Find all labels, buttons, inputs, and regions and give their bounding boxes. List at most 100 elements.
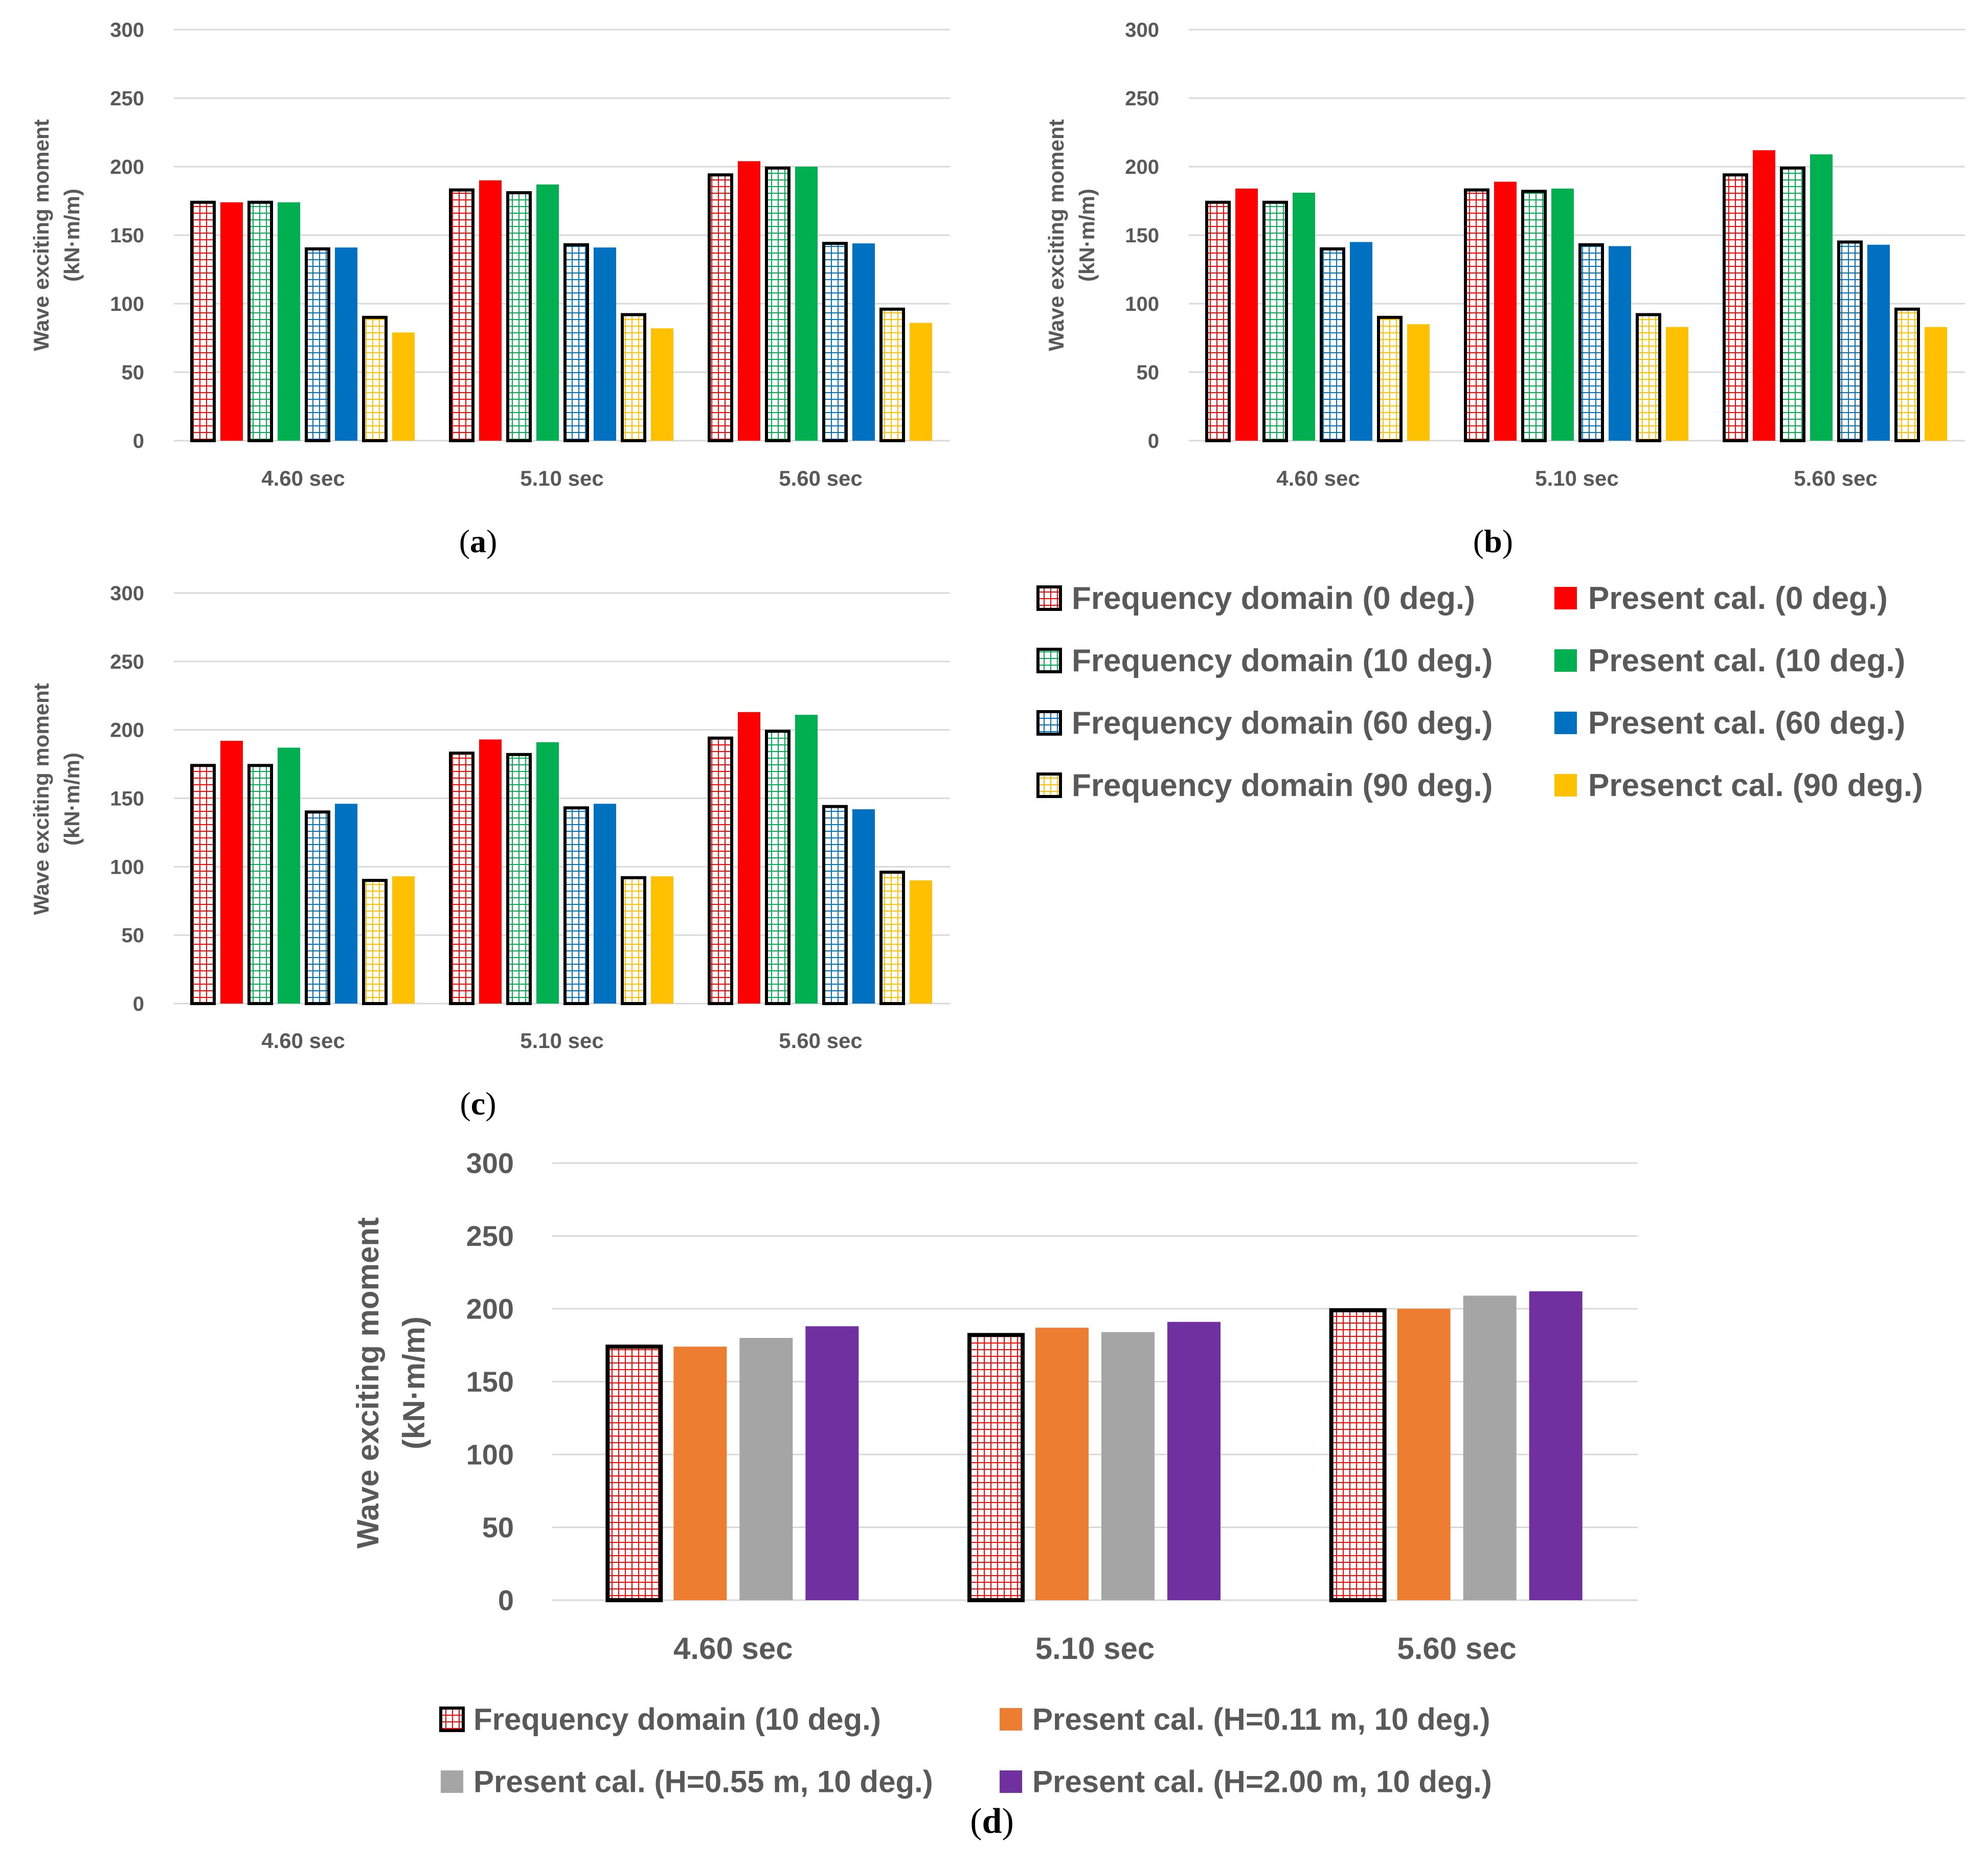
legend-main: Frequency domain (0 deg.) Present cal. (0… bbox=[1036, 581, 1923, 803]
y-axis-unit-label: (kN·m/m) bbox=[60, 189, 84, 282]
y-tick-label: 300 bbox=[466, 1147, 514, 1179]
y-tick-label: 250 bbox=[110, 651, 144, 673]
panel-label: (c) bbox=[460, 1085, 496, 1122]
bar-pc0-1 bbox=[1494, 181, 1517, 441]
y-tick-label: 50 bbox=[122, 924, 145, 947]
bar-pc90-1 bbox=[651, 328, 673, 441]
bar-fd10-0 bbox=[1262, 200, 1288, 442]
x-category-label: 4.60 sec bbox=[673, 1631, 793, 1666]
bar-pc90-1 bbox=[1666, 327, 1688, 441]
bar-fd90-0 bbox=[1377, 315, 1403, 442]
bar-pc10-0 bbox=[278, 202, 300, 441]
bar-pc10-2 bbox=[1810, 154, 1833, 441]
y-tick-label: 150 bbox=[466, 1366, 514, 1398]
x-category-label: 5.60 sec bbox=[779, 1029, 863, 1053]
y-axis-label: Wave exciting moment bbox=[29, 683, 53, 915]
bar-fdd-1 bbox=[967, 1333, 1025, 1603]
bar-pc0-0 bbox=[220, 202, 243, 441]
bar-fd90-2 bbox=[1894, 307, 1920, 442]
bar-fd90-2 bbox=[879, 307, 905, 442]
bar-fd10-0 bbox=[247, 764, 273, 1005]
chart-panel-b: 0 50 100 150 200 250 300 Wave exciting moment (k… bbox=[1044, 19, 1965, 559]
bar-fd0-2 bbox=[708, 736, 733, 1005]
bar-pc60-1 bbox=[1609, 246, 1631, 441]
y-axis-unit-label: (kN·m/m) bbox=[1075, 189, 1099, 282]
bar-fd10-2 bbox=[765, 730, 790, 1006]
legend-d: Frequency domain (10 deg.) Present cal. (… bbox=[439, 1702, 1492, 1799]
bar-pc10-2 bbox=[795, 167, 818, 441]
y-tick-label: 100 bbox=[1125, 293, 1159, 315]
bar-fd10-1 bbox=[506, 191, 532, 442]
bar-pc60-0 bbox=[1350, 242, 1372, 441]
bar-h011-1 bbox=[1035, 1328, 1089, 1600]
y-axis-unit-label: (kN·m/m) bbox=[397, 1316, 431, 1449]
legend-label-fd60: Frequency domain (60 deg.) bbox=[1072, 706, 1493, 741]
bar-pc90-2 bbox=[910, 880, 932, 1004]
bar-fd0-1 bbox=[449, 752, 475, 1006]
y-tick-label: 50 bbox=[1137, 361, 1160, 384]
bar-pc10-1 bbox=[536, 742, 559, 1004]
x-category-label: 5.60 sec bbox=[779, 466, 863, 490]
bar-fd90-1 bbox=[621, 313, 646, 442]
bar-fd10-2 bbox=[1780, 166, 1805, 442]
bar-fdd-2 bbox=[1329, 1308, 1387, 1603]
x-category-label: 5.60 sec bbox=[1397, 1631, 1517, 1666]
x-category-label: 4.60 sec bbox=[261, 466, 345, 490]
panel-label: (d) bbox=[970, 1802, 1014, 1841]
legend-swatch-pc10 bbox=[1554, 649, 1577, 672]
bar-pc10-0 bbox=[278, 747, 300, 1004]
bar-pc90-0 bbox=[392, 876, 415, 1004]
y-tick-label: 300 bbox=[1125, 19, 1159, 41]
bar-pc60-0 bbox=[335, 247, 357, 441]
y-tick-label: 0 bbox=[133, 430, 144, 452]
y-tick-label: 200 bbox=[110, 156, 144, 178]
y-axis-unit-label: (kN·m/m) bbox=[60, 753, 84, 846]
y-tick-label: 100 bbox=[466, 1439, 514, 1471]
bar-fd0-0 bbox=[190, 764, 216, 1005]
legend-swatch-fd10 bbox=[1036, 648, 1062, 673]
legend-d-swatch-h011 bbox=[1000, 1708, 1022, 1731]
legend-swatch-fd90 bbox=[1036, 772, 1062, 798]
x-category-label: 5.60 sec bbox=[1794, 466, 1878, 490]
y-tick-label: 0 bbox=[133, 993, 144, 1015]
y-tick-label: 300 bbox=[110, 19, 144, 41]
bar-pc0-2 bbox=[1753, 150, 1775, 441]
bar-pc0-1 bbox=[479, 739, 502, 1004]
bar-pc90-0 bbox=[1407, 324, 1430, 441]
bar-pc60-2 bbox=[852, 243, 875, 441]
x-category-label: 5.10 sec bbox=[1035, 1631, 1155, 1666]
bar-fd60-2 bbox=[1837, 240, 1863, 442]
bar-pc60-2 bbox=[852, 809, 875, 1004]
bar-fd0-0 bbox=[1205, 200, 1231, 442]
legend-d-swatch-h055 bbox=[441, 1770, 463, 1793]
bar-fd60-0 bbox=[305, 810, 330, 1006]
bar-h200-2 bbox=[1529, 1291, 1583, 1600]
y-tick-label: 150 bbox=[110, 788, 144, 810]
bar-fd0-1 bbox=[449, 188, 475, 442]
legend-d-swatch-h200 bbox=[1000, 1770, 1022, 1793]
y-tick-label: 200 bbox=[1125, 156, 1159, 178]
legend-label-pc10: Present cal. (10 deg.) bbox=[1588, 643, 1905, 678]
bar-fd90-0 bbox=[362, 315, 388, 442]
legend-swatch-fd0 bbox=[1036, 585, 1062, 611]
chart-panel-d: 0 50 100 150 200 250 300 Wave exciting moment (k… bbox=[351, 1147, 1638, 1841]
bar-fd90-2 bbox=[879, 871, 905, 1006]
y-tick-label: 250 bbox=[1125, 87, 1159, 110]
legend-swatch-pc60 bbox=[1554, 712, 1577, 734]
bar-fd60-1 bbox=[563, 243, 589, 442]
x-category-label: 5.10 sec bbox=[520, 1029, 604, 1053]
legend-swatch-pc0 bbox=[1554, 587, 1577, 609]
bar-fd0-0 bbox=[190, 200, 216, 442]
bar-fd10-0 bbox=[247, 200, 273, 442]
legend-label-pc60: Present cal. (60 deg.) bbox=[1588, 706, 1905, 741]
bar-fd10-1 bbox=[1521, 190, 1547, 442]
legend-label-pc0: Present cal. (0 deg.) bbox=[1588, 581, 1888, 616]
y-tick-label: 0 bbox=[1148, 430, 1159, 452]
y-tick-label: 150 bbox=[110, 224, 144, 247]
chart-panel-c: 0 50 100 150 200 250 300 Wave exciting moment (k… bbox=[29, 582, 950, 1122]
y-tick-label: 100 bbox=[110, 293, 144, 315]
legend-d-swatch-fdd bbox=[439, 1707, 465, 1732]
bar-fd0-2 bbox=[1723, 173, 1748, 442]
legend-d-label-fdd: Frequency domain (10 deg.) bbox=[473, 1702, 881, 1736]
x-category-label: 4.60 sec bbox=[261, 1029, 345, 1053]
